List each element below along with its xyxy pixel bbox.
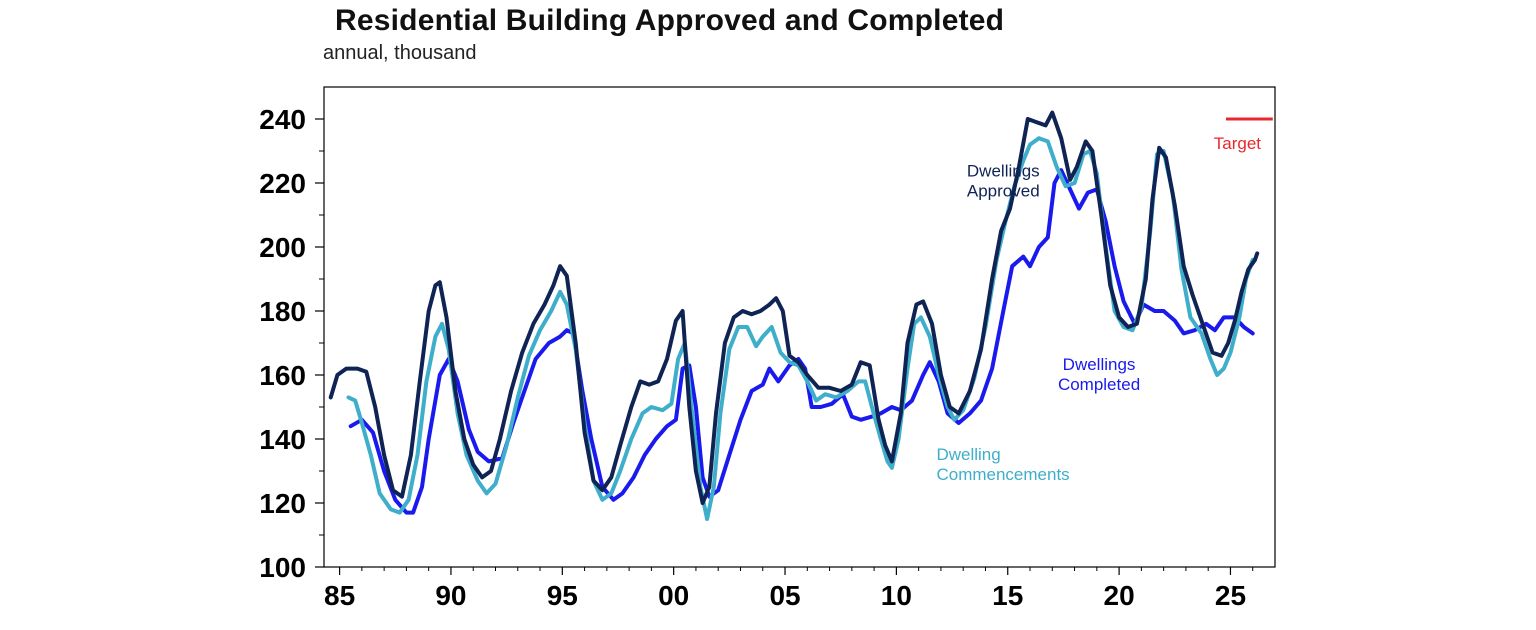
x-tick-label: 00 [658, 580, 689, 611]
x-tick-label: 05 [769, 580, 800, 611]
series-label-line: Commencements [936, 465, 1069, 484]
series-label-dwellings-completed: Dwellings Completed [1058, 355, 1140, 394]
chart-title: Residential Building Approved and Comple… [335, 4, 1005, 37]
series-layer [328, 110, 1260, 521]
x-tick-label: 10 [881, 580, 912, 611]
y-axis: 100 120 140 160 180 200 220 240 [259, 104, 324, 583]
y-tick-label: 100 [259, 552, 306, 583]
series-label-line: Dwellings [967, 162, 1040, 181]
x-tick-label: 15 [992, 580, 1023, 611]
y-tick-label: 200 [259, 232, 306, 263]
y-tick-label: 140 [259, 424, 306, 455]
x-tick-label: 20 [1104, 580, 1135, 611]
series-label-line: Completed [1058, 375, 1140, 394]
series-label-dwelling-commencements: Dwelling Commencements [936, 445, 1069, 484]
series-line-dwellings-approved [328, 110, 1260, 505]
y-tick-label: 180 [259, 296, 306, 327]
x-tick-label: 90 [435, 580, 466, 611]
plot-frame [323, 86, 1276, 568]
y-tick-label: 160 [259, 360, 306, 391]
series-line-dwellings-completed [348, 168, 1255, 515]
x-tick-label: 25 [1215, 580, 1246, 611]
series-line-dwelling-commencements [346, 136, 1255, 521]
series-label-dwellings-approved: Dwellings Approved [967, 162, 1040, 201]
y-tick-label: 220 [259, 168, 306, 199]
y-tick-label: 120 [259, 488, 306, 519]
series-label-line: Dwellings [1063, 355, 1136, 374]
target-label: Target [1214, 134, 1262, 153]
y-tick-label: 240 [259, 104, 306, 135]
annotations: Target [1214, 117, 1273, 153]
chart-subtitle: annual, thousand [323, 42, 477, 64]
series-label-line: Approved [967, 182, 1040, 201]
series-label-line: Dwelling [936, 445, 1000, 464]
x-tick-label: 85 [324, 580, 355, 611]
x-axis: 85 90 95 00 05 10 15 20 25 [324, 567, 1254, 611]
x-tick-label: 95 [547, 580, 578, 611]
